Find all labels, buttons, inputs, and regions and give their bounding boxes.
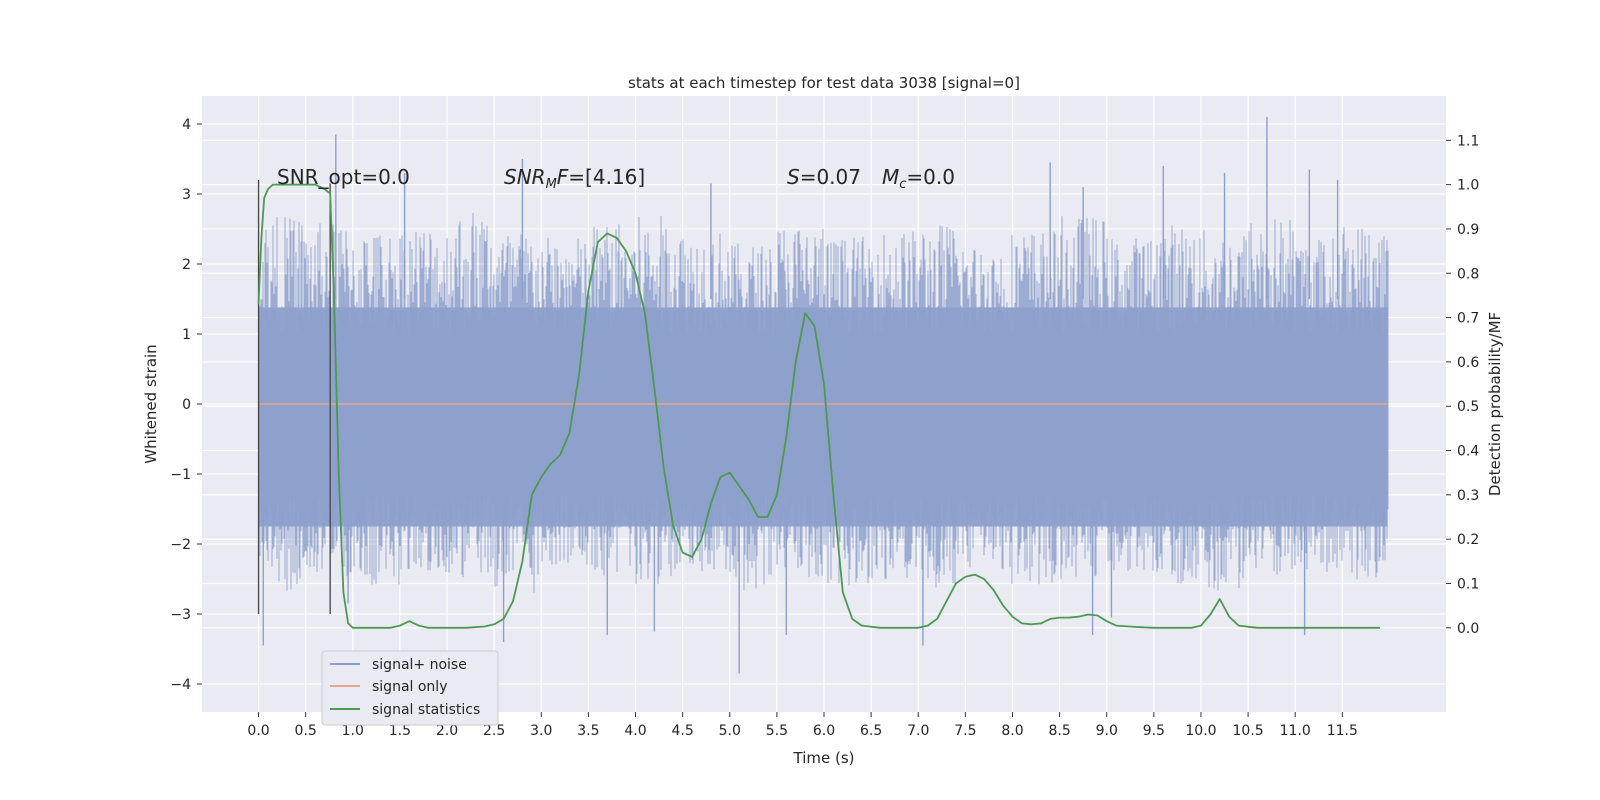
x-tick-label: 7.0: [907, 723, 929, 739]
y-tick-label: −3: [170, 607, 191, 623]
y-tick-label: −4: [170, 677, 191, 693]
y2-axis-label: Detection probability/MF: [1486, 312, 1504, 496]
y-tick-label: 0: [182, 397, 191, 413]
annotation-snr-mf-sub: M: [546, 177, 557, 192]
x-tick-label: 9.0: [1096, 723, 1118, 739]
annotation-snr-mf-value: =[4.16]: [568, 165, 645, 189]
y2-tick-label: 0.2: [1457, 532, 1479, 548]
annotation-s-symbol: S: [787, 165, 800, 189]
chart-title: stats at each timestep for test data 303…: [628, 74, 1020, 92]
legend-label-signal-statistics: signal statistics: [372, 702, 480, 718]
x-tick-label: 11.0: [1280, 723, 1311, 739]
y2-tick-label: 0.8: [1457, 266, 1479, 282]
annotation-snr-opt: SNR_opt=0.0: [277, 165, 410, 189]
legend-box: [321, 650, 499, 726]
x-tick-label: 7.5: [954, 723, 976, 739]
x-tick-label: 6.0: [813, 723, 835, 739]
x-tick-label: 11.5: [1327, 723, 1358, 739]
x-tick-label: 1.5: [389, 723, 411, 739]
signal-statistics-series: [257, 183, 1380, 629]
x-tick-label: 6.5: [860, 723, 882, 739]
y2-tick-label: 0.1: [1457, 576, 1479, 592]
x-tick-label: 3.5: [577, 723, 599, 739]
annotation-mc-value: =0.0: [906, 165, 955, 189]
legend: signal+ noise signal only signal statist…: [321, 650, 499, 726]
y2-tick-label: 1.1: [1457, 133, 1479, 149]
annotation-mc-sub: c: [899, 177, 906, 192]
y2-tick-label: 0.7: [1457, 311, 1479, 327]
annotation-s-value: =0.07: [800, 165, 861, 189]
markers: [257, 180, 331, 614]
x-tick-label: 8.5: [1048, 723, 1070, 739]
y-tick-label: 1: [182, 327, 191, 343]
y2-tick-label: 0.4: [1457, 444, 1479, 460]
x-tick-label: 2.5: [483, 723, 505, 739]
annotation-snr-mf: SNRMF=[4.16]: [504, 165, 645, 192]
y-tick-label: 3: [182, 187, 191, 203]
y-tick-label: 2: [182, 257, 191, 273]
x-tick-label: 3.0: [530, 723, 552, 739]
x-tick-label: 0.0: [247, 723, 269, 739]
annotation-s: S=0.07: [787, 165, 861, 189]
x-tick-label: 9.5: [1143, 723, 1165, 739]
x-tick-label: 4.5: [672, 723, 694, 739]
x-tick-label: 2.0: [436, 723, 458, 739]
signal-statistics-line: [257, 183, 1380, 629]
y-tick-label: −1: [170, 467, 191, 483]
x-tick-label: 4.0: [624, 723, 646, 739]
x-tick-label: 1.0: [342, 723, 364, 739]
y-tick-label: 4: [182, 117, 191, 133]
y2-tick-label: 0.9: [1457, 222, 1479, 238]
x-tick-label: 10.0: [1185, 723, 1216, 739]
y2-tick-label: 0.0: [1457, 621, 1479, 637]
y2-tick-label: 0.5: [1457, 399, 1479, 415]
x-tick-label: 8.0: [1001, 723, 1023, 739]
legend-label-signal-noise: signal+ noise: [372, 657, 467, 673]
x-tick-label: 5.5: [766, 723, 788, 739]
y-axis-label: Whitened strain: [142, 344, 160, 463]
x-axis-ticks: 0.0 0.5 1.0 1.5 2.0 2.5 3.0 3.5 4.0 4.5 5.0 5.5 6.0 6…: [247, 712, 1358, 739]
y2-tick-label: 0.6: [1457, 355, 1479, 371]
x-tick-label: 0.5: [295, 723, 317, 739]
annotation-snr-mf-symbol: SNR: [504, 165, 546, 189]
x-tick-label: 10.5: [1233, 723, 1264, 739]
x-axis-label: Time (s): [793, 749, 855, 767]
y-axis-left-ticks: 4 3 2 1 0 −1 −2 −3 −4: [170, 117, 202, 693]
y-axis-right-ticks: 1.1 1.0 0.9 0.8 0.7 0.6 0.5 0.4 0.3 0.2 0.1 0.0: [1446, 133, 1479, 637]
signal-noise-series: [258, 117, 1389, 674]
annotation-snr-mf-symbol-2: F: [557, 165, 569, 189]
x-tick-label: 5.0: [719, 723, 741, 739]
legend-label-signal-only: signal only: [372, 679, 447, 695]
y2-tick-label: 1.0: [1457, 178, 1479, 194]
y-tick-label: −2: [170, 537, 191, 553]
annotation-mc-symbol: M: [882, 165, 899, 189]
annotation-mc: Mc=0.0: [882, 165, 955, 192]
y2-tick-label: 0.3: [1457, 488, 1479, 504]
